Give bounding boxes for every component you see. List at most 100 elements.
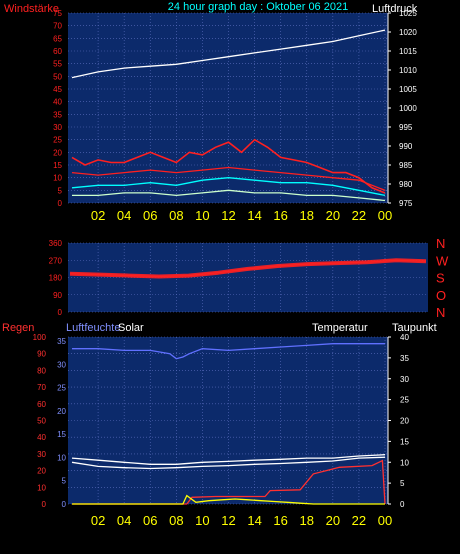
pressure-tick-label: 1000 <box>399 104 417 113</box>
pressure-tick-label: 995 <box>399 123 413 132</box>
humidity-tick-label: 35 <box>57 337 66 346</box>
pressure-tick-label: 975 <box>399 199 413 208</box>
direction-tick-label: 360 <box>49 239 63 248</box>
pressure-tick-label: 985 <box>399 161 413 170</box>
temperature-tick-label: 0 <box>400 500 405 509</box>
wind-tick-label: 50 <box>53 72 62 81</box>
pressure-tick-label: 1025 <box>399 9 417 18</box>
wind-x-tick-label: 02 <box>91 208 105 223</box>
humidity-tick-label: 10 <box>57 453 66 462</box>
pressure-right-ticks: 975 980 985 990 995 1000 1005 1010 1015 1020 1025 <box>387 9 417 208</box>
climate-grid <box>68 336 388 505</box>
climate-x-tick-label: 12 <box>221 513 235 528</box>
wind-left-ticks: 0 5 10 15 20 25 30 35 40 45 50 55 60 65 70 75 <box>53 9 62 208</box>
humidity-tick-label: 20 <box>57 407 66 416</box>
climate-x-tick-label: 10 <box>195 513 209 528</box>
humidity-line <box>72 343 385 360</box>
climate-x-tick-label: 20 <box>326 513 340 528</box>
climate-panel: 0 10 20 30 40 50 60 70 80 90 100 0 5 10 15 20 25 30 35 0 5… <box>2 322 437 528</box>
wind-tick-label: 55 <box>53 60 62 69</box>
humidity-label: Luftfeuchte <box>66 322 120 334</box>
humidity-tick-label: 0 <box>62 500 67 509</box>
direction-tick-label: 270 <box>49 256 63 265</box>
wind-tick-label: 5 <box>58 186 63 195</box>
rain-line <box>72 459 386 505</box>
humidity-tick-label: 25 <box>57 384 66 393</box>
pressure-tick-label: 1010 <box>399 66 417 75</box>
direction-tick-label: 0 <box>58 308 63 317</box>
pressure-tick-label: 1015 <box>399 47 417 56</box>
rain-tick-label: 30 <box>37 450 46 459</box>
temperature-tick-label: 25 <box>400 396 409 405</box>
pressure-line <box>71 29 386 79</box>
temperature-tick-label: 15 <box>400 437 409 446</box>
mean-line <box>71 177 386 197</box>
direction-left-ticks: 0 90 180 270 360 <box>49 239 63 317</box>
wind-x-tick-label: 00 <box>378 208 392 223</box>
climate-x-tick-label: 06 <box>143 513 157 528</box>
pressure-tick-label: 980 <box>399 180 413 189</box>
temperature-tick-label: 30 <box>400 375 409 384</box>
rain-label: Regen <box>2 322 34 334</box>
rain-tick-label: 10 <box>37 483 46 492</box>
wind-line <box>71 166 386 191</box>
temperature-label: Temperatur <box>312 322 368 334</box>
pressure-axis-title: Luftdruck <box>372 3 418 15</box>
pressure-tick-label: 1020 <box>399 28 417 37</box>
compass-label: O <box>436 288 446 303</box>
rain-tick-label: 90 <box>37 350 46 359</box>
climate-x-ticks: 02 04 06 08 10 12 14 16 18 20 22 00 <box>91 513 392 528</box>
rain-left-ticks: 0 10 20 30 40 50 60 70 80 90 100 <box>33 333 47 509</box>
wind-x-tick-label: 10 <box>195 208 209 223</box>
compass-label: W <box>436 253 449 268</box>
climate-x-tick-label: 00 <box>378 513 392 528</box>
wind-x-tick-label: 16 <box>273 208 287 223</box>
wind-x-tick-label: 12 <box>221 208 235 223</box>
wind-tick-label: 35 <box>53 110 62 119</box>
wind-tick-label: 70 <box>53 22 62 31</box>
direction-tick-label: 90 <box>53 291 62 300</box>
wind-tick-label: 30 <box>53 123 62 132</box>
wind-tick-label: 45 <box>53 85 62 94</box>
solar-line <box>72 494 385 505</box>
wind-series-layer <box>71 29 386 202</box>
wind-tick-label: 20 <box>53 148 62 157</box>
compass-label: S <box>436 271 445 286</box>
rain-tick-label: 100 <box>33 333 47 342</box>
climate-x-tick-label: 08 <box>169 513 183 528</box>
gust-line <box>71 138 386 194</box>
wind-x-tick-label: 18 <box>300 208 314 223</box>
wind-plot-area <box>68 13 388 203</box>
humidity-tick-label: 15 <box>57 430 66 439</box>
wind-tick-label: 25 <box>53 136 62 145</box>
wind-tick-label: 15 <box>53 161 62 170</box>
solar-label: Solar <box>118 322 144 334</box>
rain-tick-label: 20 <box>37 467 46 476</box>
chart-title: 24 hour graph day : Oktober 06 2021 <box>168 1 348 13</box>
rain-tick-label: 60 <box>37 400 46 409</box>
wind-tick-label: 75 <box>53 9 62 18</box>
wind-tick-label: 60 <box>53 47 62 56</box>
climate-x-tick-label: 14 <box>247 513 261 528</box>
climate-x-tick-label: 22 <box>352 513 366 528</box>
climate-x-tick-label: 18 <box>300 513 314 528</box>
wind-x-tick-label: 20 <box>326 208 340 223</box>
direction-line <box>69 259 427 278</box>
wind-x-tick-label: 22 <box>352 208 366 223</box>
compass-label: N <box>436 305 445 320</box>
wind-tick-label: 10 <box>53 174 62 183</box>
compass-label: N <box>436 236 445 251</box>
temperature-right-ticks: 0 5 10 15 20 25 30 35 40 <box>387 333 409 509</box>
wind-x-tick-label: 14 <box>247 208 261 223</box>
temperature-tick-label: 35 <box>400 354 409 363</box>
wind-x-ticks: 02 04 06 08 10 12 14 16 18 20 22 00 <box>91 208 392 223</box>
temperature-tick-label: 40 <box>400 333 409 342</box>
climate-x-tick-label: 16 <box>273 513 287 528</box>
wind-tick-label: 0 <box>58 199 63 208</box>
dewpoint-label: Taupunkt <box>392 322 437 334</box>
humidity-ticks: 0 5 10 15 20 25 30 35 <box>57 337 66 509</box>
temperature-tick-label: 5 <box>400 479 405 488</box>
